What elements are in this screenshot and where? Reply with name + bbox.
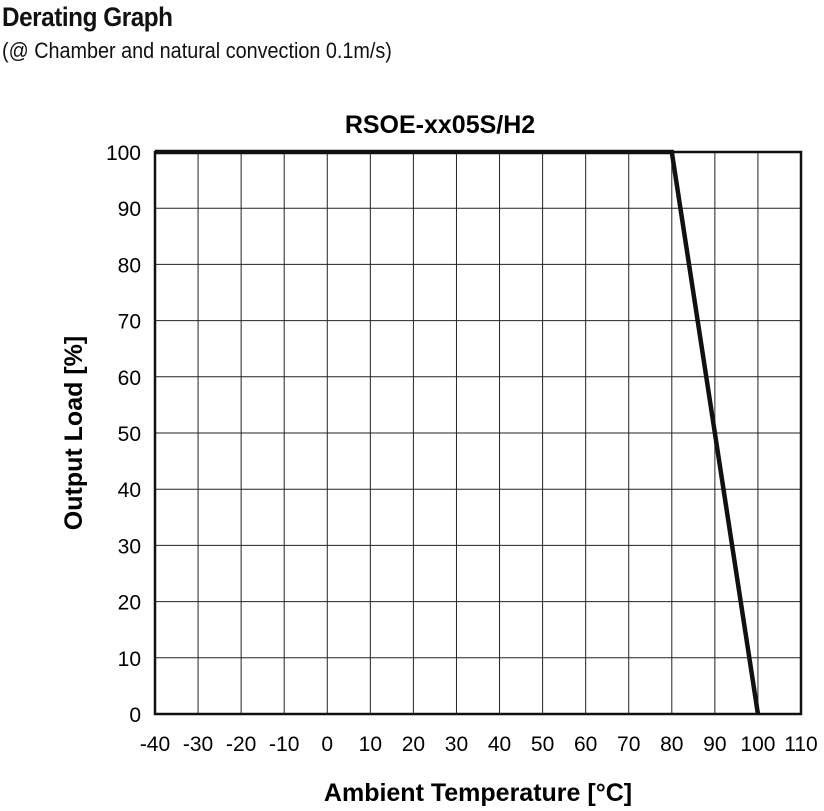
x-tick-label: 0 (321, 733, 333, 756)
page-subtitle: (@ Chamber and natural convection 0.1m/s… (2, 38, 392, 63)
y-tick-label: 70 (118, 311, 141, 334)
x-tick-label: -20 (226, 733, 256, 756)
y-tick-label: 100 (106, 142, 141, 165)
grid-lines (154, 151, 802, 715)
x-tick-label: -30 (183, 733, 213, 756)
y-tick-label: 30 (118, 535, 141, 558)
x-tick-label: 10 (359, 733, 382, 756)
x-tick-label: 90 (703, 733, 726, 756)
y-tick-label: 80 (118, 254, 141, 277)
x-tick-label: 60 (574, 733, 597, 756)
y-tick-label: 40 (118, 479, 141, 502)
y-tick-label: 0 (129, 704, 141, 727)
chart-title: RSOE-xx05S/H2 (345, 111, 535, 139)
page-title: Derating Graph (2, 2, 173, 32)
y-tick-label: 10 (118, 648, 141, 671)
x-axis-title: Ambient Temperature [°C] (324, 779, 632, 807)
x-tick-label: 30 (445, 733, 468, 756)
x-tick-label: -10 (269, 733, 299, 756)
x-tick-label: 40 (488, 733, 511, 756)
y-tick-label: 90 (118, 198, 141, 221)
y-tick-label: 20 (118, 592, 141, 615)
x-tick-label: 50 (531, 733, 554, 756)
x-tick-label: 20 (402, 733, 425, 756)
y-tick-label: 50 (118, 423, 141, 446)
y-axis-title: Output Load [%] (60, 336, 88, 530)
y-tick-labels: 0 10 20 30 40 50 60 70 80 90 100 (106, 142, 141, 727)
y-tick-label: 60 (118, 367, 141, 390)
plot-frame (153, 150, 803, 716)
x-tick-labels: -40 -30 -20 -10 0 10 20 30 40 50 60 70 80 90 100 110 (140, 733, 818, 756)
x-tick-label: 70 (617, 733, 640, 756)
x-tick-label: 80 (660, 733, 683, 756)
x-tick-label: -40 (140, 733, 170, 756)
x-tick-label: 110 (784, 733, 817, 756)
x-tick-label: 100 (740, 733, 775, 756)
